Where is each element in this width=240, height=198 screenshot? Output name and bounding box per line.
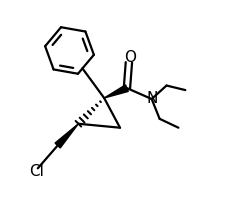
Text: Cl: Cl [30,164,44,179]
Text: N: N [147,90,158,106]
Polygon shape [55,124,78,148]
Polygon shape [104,85,128,98]
Text: O: O [124,50,136,65]
